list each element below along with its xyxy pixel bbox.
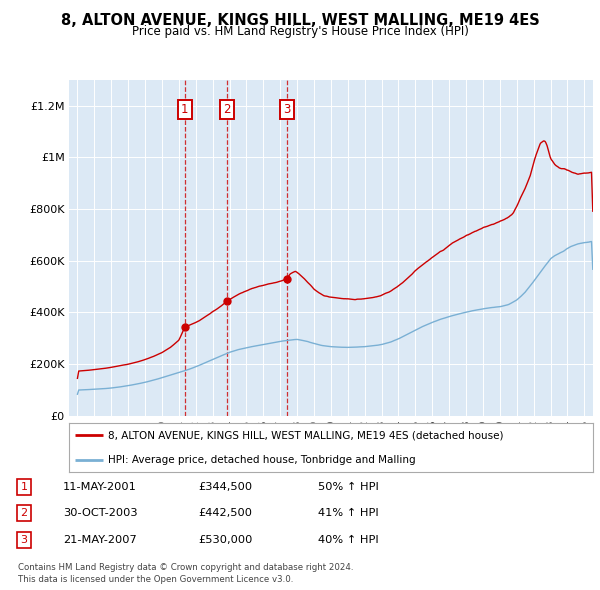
Text: 41% ↑ HPI: 41% ↑ HPI <box>318 509 379 518</box>
Text: 21-MAY-2007: 21-MAY-2007 <box>63 535 137 545</box>
Text: 40% ↑ HPI: 40% ↑ HPI <box>318 535 379 545</box>
Text: £530,000: £530,000 <box>198 535 253 545</box>
Text: £344,500: £344,500 <box>198 482 252 491</box>
Text: 50% ↑ HPI: 50% ↑ HPI <box>318 482 379 491</box>
Text: 1: 1 <box>181 103 188 116</box>
Text: 11-MAY-2001: 11-MAY-2001 <box>63 482 137 491</box>
Text: 2: 2 <box>20 509 28 518</box>
Text: Contains HM Land Registry data © Crown copyright and database right 2024.
This d: Contains HM Land Registry data © Crown c… <box>18 563 353 584</box>
Text: 2: 2 <box>223 103 230 116</box>
Text: 3: 3 <box>20 535 28 545</box>
Text: 30-OCT-2003: 30-OCT-2003 <box>63 509 137 518</box>
Text: £442,500: £442,500 <box>198 509 252 518</box>
Text: 8, ALTON AVENUE, KINGS HILL, WEST MALLING, ME19 4ES (detached house): 8, ALTON AVENUE, KINGS HILL, WEST MALLIN… <box>108 430 504 440</box>
Text: 1: 1 <box>20 482 28 491</box>
Text: 8, ALTON AVENUE, KINGS HILL, WEST MALLING, ME19 4ES: 8, ALTON AVENUE, KINGS HILL, WEST MALLIN… <box>61 13 539 28</box>
Text: Price paid vs. HM Land Registry's House Price Index (HPI): Price paid vs. HM Land Registry's House … <box>131 25 469 38</box>
Text: HPI: Average price, detached house, Tonbridge and Malling: HPI: Average price, detached house, Tonb… <box>108 455 416 465</box>
Text: 3: 3 <box>283 103 290 116</box>
